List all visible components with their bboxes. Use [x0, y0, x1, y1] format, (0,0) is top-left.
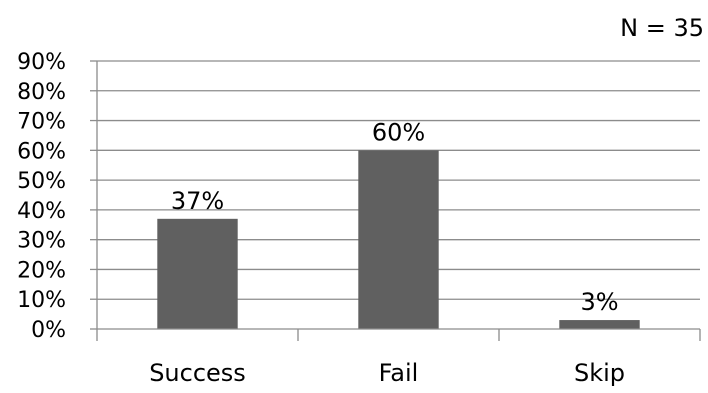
- y-axis-tick-labels: 0% 10% 20% 30% 40% 50% 60% 70% 80% 90%: [17, 50, 66, 343]
- y-tick-label-0: 0%: [31, 318, 66, 343]
- data-label-fail: 60%: [372, 118, 425, 146]
- y-tick-label-10: 10%: [17, 288, 66, 313]
- y-tick-label-30: 30%: [17, 229, 66, 254]
- bar-skip: [559, 320, 640, 329]
- y-tick-label-50: 50%: [17, 169, 66, 194]
- axes: [96, 61, 701, 341]
- data-label-success: 37%: [171, 187, 224, 215]
- y-tick-label-90: 90%: [17, 50, 66, 75]
- bar-fail: [358, 150, 439, 329]
- y-tick-label-20: 20%: [17, 258, 66, 283]
- category-label-fail: Fail: [379, 359, 419, 387]
- bar-success: [157, 218, 238, 329]
- x-axis-category-labels: Success Fail Skip: [149, 359, 625, 387]
- y-tick-label-40: 40%: [17, 199, 66, 224]
- bars: [157, 150, 640, 329]
- category-label-skip: Skip: [574, 359, 625, 387]
- y-tick-label-70: 70%: [17, 110, 66, 135]
- data-label-skip: 3%: [580, 288, 618, 316]
- y-tick-label-80: 80%: [17, 80, 66, 105]
- category-label-success: Success: [149, 359, 246, 387]
- sample-size-annotation: N = 35: [620, 14, 704, 42]
- data-labels: 37% 60% 3%: [171, 118, 619, 316]
- y-tick-label-60: 60%: [17, 139, 66, 164]
